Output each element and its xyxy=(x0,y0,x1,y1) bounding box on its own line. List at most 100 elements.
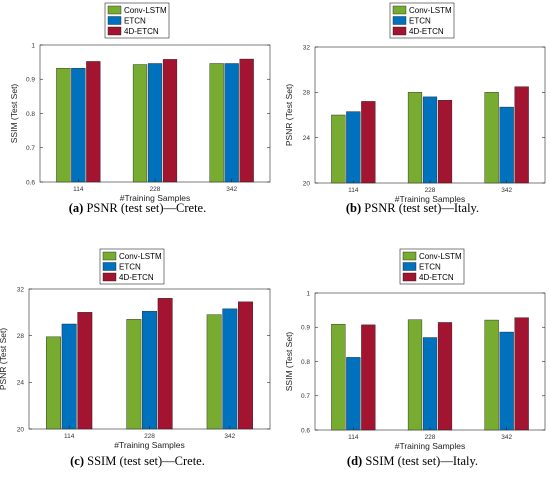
chart-svg-d: 0.6 0.7 0.8 0.9 1 114 228 342 #Training Samples S… xyxy=(284,248,546,451)
y-tick-label: 0.6 xyxy=(301,427,310,434)
bar-conv-lstm-114 xyxy=(56,68,71,183)
legend-swatch-conv-lstm xyxy=(107,5,122,15)
x-tick-label-342: 342 xyxy=(226,186,237,193)
bar-etcn-114 xyxy=(346,111,361,184)
legend-swatch-4d-etcn xyxy=(107,26,122,36)
y-axis-label: SSIM (Test Set) xyxy=(9,84,19,144)
legend-swatch-4d-etcn xyxy=(402,272,417,282)
bar-conv-lstm-342 xyxy=(484,92,499,184)
legend-swatch-conv-lstm xyxy=(392,5,407,15)
chart-svg-c: 20 24 28 32 114 228 342 #Training Samples PSNR (… xyxy=(0,248,271,450)
bar-etcn-228 xyxy=(147,63,163,183)
caption-a-text: PSNR (test set)—Crete. xyxy=(86,201,207,215)
legend-swatch-4d-etcn xyxy=(102,272,117,282)
legend-label-conv-lstm: Conv-LSTM xyxy=(119,252,162,261)
bar-etcn-114 xyxy=(71,68,86,183)
x-tick-label-342: 342 xyxy=(501,187,512,194)
caption-b-letter: (b) xyxy=(345,201,362,215)
caption-d-letter: (d) xyxy=(346,454,363,468)
y-tick-label: 28 xyxy=(303,90,311,97)
y-tick-label: 0.9 xyxy=(301,325,310,332)
bar-etcn-228 xyxy=(422,337,438,431)
bar-etcn-114 xyxy=(61,323,77,430)
bar-4d-etcn-342 xyxy=(514,86,529,184)
bar-conv-lstm-114 xyxy=(331,323,346,431)
legend-label-4d-etcn: 4D-ETCN xyxy=(124,27,159,36)
x-tick-label-114: 114 xyxy=(73,186,84,193)
chart-svg-a: 0.6 0.7 0.8 0.9 1 114 228 342 #Training Samples S… xyxy=(9,2,271,203)
y-axis-label: PSNR (Test Set) xyxy=(284,84,294,147)
legend-swatch-etcn xyxy=(102,262,117,271)
bar-conv-lstm-342 xyxy=(209,63,224,183)
y-tick-label: 28 xyxy=(17,333,25,340)
legend-swatch-conv-lstm xyxy=(102,251,117,261)
bar-4d-etcn-114 xyxy=(361,324,376,431)
bar-4d-etcn-228 xyxy=(437,100,453,184)
caption-b: (b) PSNR (test set)—Italy. xyxy=(275,201,550,216)
legend-label-etcn: ETCN xyxy=(409,17,431,26)
x-tick-label-228: 228 xyxy=(150,186,161,193)
x-tick-label-342: 342 xyxy=(224,433,235,440)
bar-4d-etcn-228 xyxy=(157,298,173,430)
legend-label-etcn: ETCN xyxy=(124,17,146,26)
bar-conv-lstm-114 xyxy=(331,114,346,184)
y-tick-label: 0.8 xyxy=(26,111,35,118)
x-axis-label: #Training Samples xyxy=(395,194,466,204)
x-tick-label-228: 228 xyxy=(425,434,436,441)
y-tick-label: 0.7 xyxy=(26,145,35,152)
chart-panel-c: 20 24 28 32 114 228 342 #Training Samples PSNR (… xyxy=(0,241,275,482)
bar-etcn-228 xyxy=(142,310,157,430)
caption-c: (c) SSIM (test set)—Crete. xyxy=(0,454,275,469)
bar-4d-etcn-342 xyxy=(238,301,253,430)
y-tick-label: 0.9 xyxy=(26,77,35,84)
y-tick-label: 20 xyxy=(17,426,25,433)
y-tick-label: 1 xyxy=(306,290,310,297)
legend-label-4d-etcn: 4D-ETCN xyxy=(419,273,454,282)
bar-conv-lstm-342 xyxy=(206,314,222,430)
legend-label-conv-lstm: Conv-LSTM xyxy=(124,6,167,15)
bar-4d-etcn-228 xyxy=(437,322,453,431)
legend-label-etcn: ETCN xyxy=(419,263,441,272)
y-tick-label: 32 xyxy=(303,44,311,51)
x-tick-label-114: 114 xyxy=(64,433,75,440)
x-axis-label: #Training Samples xyxy=(114,440,185,450)
bar-4d-etcn-228 xyxy=(162,59,178,183)
x-tick-label-114: 114 xyxy=(348,187,359,194)
caption-c-text: SSIM (test set)—Crete. xyxy=(87,454,205,468)
y-axis-label: SSIM (Test Set) xyxy=(284,332,294,392)
bar-conv-lstm-228 xyxy=(407,92,423,184)
chart-panel-d: 0.6 0.7 0.8 0.9 1 114 228 342 #Training Samples S… xyxy=(275,241,550,482)
legend-label-4d-etcn: 4D-ETCN xyxy=(119,273,154,282)
x-tick-label-342: 342 xyxy=(501,434,512,441)
bar-4d-etcn-114 xyxy=(361,101,376,184)
bar-4d-etcn-114 xyxy=(77,312,93,430)
caption-a: (a) PSNR (test set)—Crete. xyxy=(0,201,275,216)
legend-label-conv-lstm: Conv-LSTM xyxy=(409,6,452,15)
caption-d-text: SSIM (test set)—Italy. xyxy=(365,454,479,468)
legend-swatch-conv-lstm xyxy=(402,251,417,261)
chart-svg-b: 20 24 28 32 114 228 342 #Training Samples PSNR (… xyxy=(284,2,546,204)
bar-4d-etcn-114 xyxy=(86,61,101,183)
bar-conv-lstm-228 xyxy=(407,319,423,431)
legend-swatch-etcn xyxy=(107,16,122,25)
x-tick-label-228: 228 xyxy=(144,433,155,440)
bar-etcn-342 xyxy=(499,331,514,431)
bar-etcn-342 xyxy=(499,106,514,184)
bar-etcn-342 xyxy=(222,308,238,430)
y-tick-label: 1 xyxy=(31,42,35,49)
legend-label-conv-lstm: Conv-LSTM xyxy=(419,252,462,261)
legend-swatch-etcn xyxy=(402,262,417,271)
y-tick-label: 24 xyxy=(303,135,311,142)
legend-swatch-4d-etcn xyxy=(392,26,407,36)
x-axis-label: #Training Samples xyxy=(395,441,466,451)
x-axis-label: #Training Samples xyxy=(120,193,191,203)
y-tick-label: 0.8 xyxy=(301,359,310,366)
bar-conv-lstm-228 xyxy=(126,319,142,430)
bar-conv-lstm-228 xyxy=(132,64,148,183)
bar-etcn-228 xyxy=(422,96,438,184)
legend-swatch-etcn xyxy=(392,16,407,25)
chart-panel-a: 0.6 0.7 0.8 0.9 1 114 228 342 #Training Samples S… xyxy=(0,0,275,241)
chart-panel-b: 20 24 28 32 114 228 342 #Training Samples PSNR (… xyxy=(275,0,550,241)
bar-etcn-114 xyxy=(346,357,361,431)
caption-c-letter: (c) xyxy=(70,454,85,468)
